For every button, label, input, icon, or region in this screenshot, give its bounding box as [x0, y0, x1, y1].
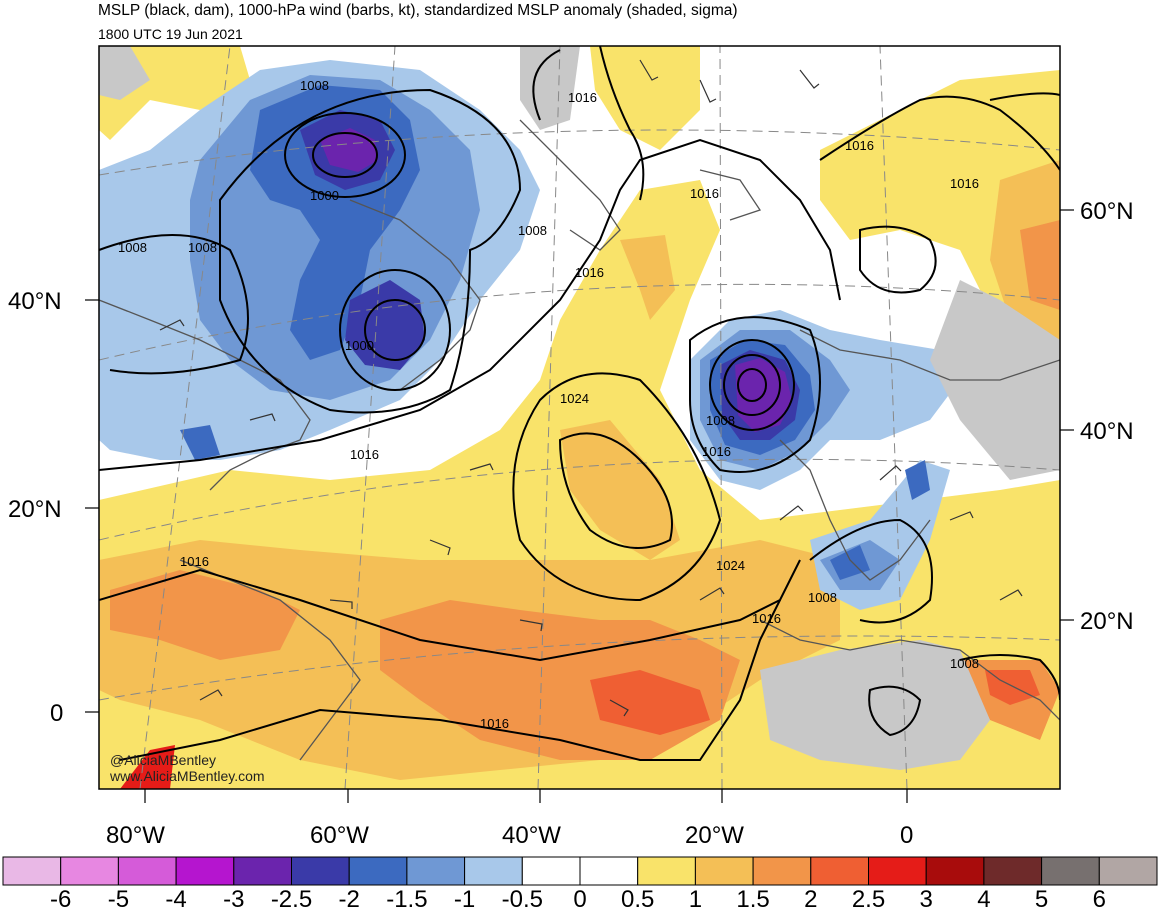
- colorbar-tick-label: -1.5: [386, 886, 427, 912]
- lat-label-right: 20°N: [1080, 608, 1134, 635]
- anomaly-region-gray-north-america: [99, 46, 150, 100]
- colorbar-swatch: [291, 856, 350, 886]
- lon-label: 40°W: [502, 822, 561, 849]
- anomaly-region-neg15-gulf: [180, 425, 220, 460]
- colorbar-tick-label: -5: [108, 886, 129, 912]
- contour-label: 1008: [808, 590, 837, 605]
- anomaly-region-pos1-subtropics: [560, 420, 680, 560]
- colorbar-tick-label: 0: [573, 886, 586, 912]
- colorbar-swatch: [579, 856, 639, 886]
- anomaly-region-pos15-eastern: [1020, 220, 1060, 310]
- lon-label: 80°W: [106, 822, 165, 849]
- contour-label: 1016: [568, 90, 597, 105]
- lat-label-left: 0: [50, 700, 63, 727]
- lon-label: 0: [900, 822, 913, 849]
- contour-label: 1008: [118, 240, 147, 255]
- contour-label: 1008: [706, 413, 735, 428]
- anomaly-region-pos05-greenland: [590, 46, 700, 150]
- contour-label: 1016: [950, 176, 979, 191]
- colorbar-tick-label: -4: [165, 886, 186, 912]
- colorbar-tick-label: 2.5: [852, 886, 885, 912]
- colorbar-swatch: [694, 856, 754, 886]
- anomaly-region-pos1-atlantic: [620, 235, 675, 320]
- colorbar-swatch: [117, 856, 177, 886]
- map-frame: [98, 45, 1061, 790]
- anomaly-region-neg15-italy: [905, 460, 930, 500]
- contour-label: 1024: [560, 391, 589, 406]
- anomaly-region-neg25-core: [320, 128, 378, 172]
- colorbar-tick-label: -2.5: [271, 886, 312, 912]
- contour-label: 1008: [300, 78, 329, 93]
- map-title: MSLP (black, dam), 1000-hPa wind (barbs,…: [98, 2, 738, 19]
- colorbar-swatch: [1098, 856, 1158, 886]
- contour-label: 1016: [575, 265, 604, 280]
- colorbar-tick-label: -0.5: [502, 886, 543, 912]
- colorbar-swatch: [2, 856, 62, 886]
- colorbar-tick-label: 2: [804, 886, 817, 912]
- mslp-contours: [99, 46, 1060, 761]
- anomaly-region-gray-africa: [760, 640, 990, 770]
- lat-label-right: 40°N: [1080, 418, 1134, 445]
- map-panel: 1008 1000 1008 1008 1000 1016 1016 1008 …: [99, 46, 1060, 789]
- colorbar-swatch: [175, 856, 235, 886]
- contour-label: 1016: [480, 716, 509, 731]
- colorbar-swatch: [233, 856, 293, 886]
- contour-label: 1016: [180, 554, 209, 569]
- colorbar-swatch: [868, 856, 927, 886]
- colorbar-tick-label: -6: [50, 886, 71, 912]
- anomaly-region-neg15-north-africa: [830, 545, 870, 580]
- contour-label: 1016: [690, 186, 719, 201]
- colorbar-swatch: [60, 856, 119, 886]
- axis-ticks: [85, 209, 1074, 803]
- colorbar-swatch: [752, 856, 812, 886]
- credit-website: www.AliciaMBentley.com: [109, 768, 265, 784]
- anomaly-region-pos2-tropics: [590, 670, 710, 735]
- graticule: [99, 46, 1060, 789]
- contour-label-group: 1008 1000 1008 1008 1000 1016 1016 1008 …: [118, 78, 979, 731]
- anomaly-region-pos15-caribbean: [110, 570, 300, 660]
- colorbar-tick-label: 3: [920, 886, 933, 912]
- contour-label: 1000: [345, 338, 374, 353]
- colorbar-tick-label: 1.5: [736, 886, 769, 912]
- axis-labels: 40°N 20°N 0 60°N 40°N 20°N 80°W 60°W 40°…: [8, 198, 1134, 849]
- colorbar-tick-label: 1: [689, 886, 702, 912]
- valid-time: 1800 UTC 19 Jun 2021: [98, 26, 243, 42]
- colorbar-swatch: [464, 856, 523, 886]
- lat-label-left: 20°N: [8, 496, 62, 523]
- contour-label: 1016: [752, 611, 781, 626]
- lon-label: 20°W: [685, 822, 744, 849]
- colorbar-swatch: [1041, 856, 1100, 886]
- contour-label: 1016: [702, 444, 731, 459]
- contour-label: 1016: [350, 447, 379, 462]
- anomaly-region-gray-greenland: [520, 46, 580, 130]
- contour-label: 1024: [716, 558, 745, 573]
- colorbar-swatch: [521, 856, 581, 886]
- contour-label: 1008: [950, 656, 979, 671]
- credit-handle: @AliciaMBentley: [110, 752, 216, 768]
- colorbar-tick-label: 5: [1035, 886, 1048, 912]
- lon-label: 60°W: [310, 822, 369, 849]
- colorbar-swatch: [983, 856, 1043, 886]
- contour-label: 1016: [845, 138, 874, 153]
- colorbar-swatch: [637, 856, 696, 886]
- colorbar-tick-label: 6: [1093, 886, 1106, 912]
- colorbar-swatch: [348, 856, 408, 886]
- colorbar-swatch: [810, 856, 869, 886]
- colorbar-tick-label: -3: [223, 886, 244, 912]
- lat-label-left: 40°N: [8, 288, 62, 315]
- lat-label-right: 60°N: [1080, 198, 1134, 225]
- colorbar-tick-label: 0.5: [621, 886, 654, 912]
- contour-label: 1008: [188, 240, 217, 255]
- anomaly-region-pos25-corner: [120, 745, 175, 789]
- wind-barbs: [159, 59, 1023, 717]
- contour-label: 1008: [518, 223, 547, 238]
- colorbar-tick-label: 4: [977, 886, 990, 912]
- colorbar: -6 -5 -4 -3 -2.5 -2 -1.5 -1 -0.5 0 0.5 1 1.5 2 2.5 3 4 5 6: [2, 856, 1158, 912]
- colorbar-swatch: [925, 856, 985, 886]
- contour-label: 1000: [310, 188, 339, 203]
- colorbar-tick-label: -1: [454, 886, 475, 912]
- colorbar-tick-label: -2: [339, 886, 360, 912]
- colorbar-swatch: [406, 856, 466, 886]
